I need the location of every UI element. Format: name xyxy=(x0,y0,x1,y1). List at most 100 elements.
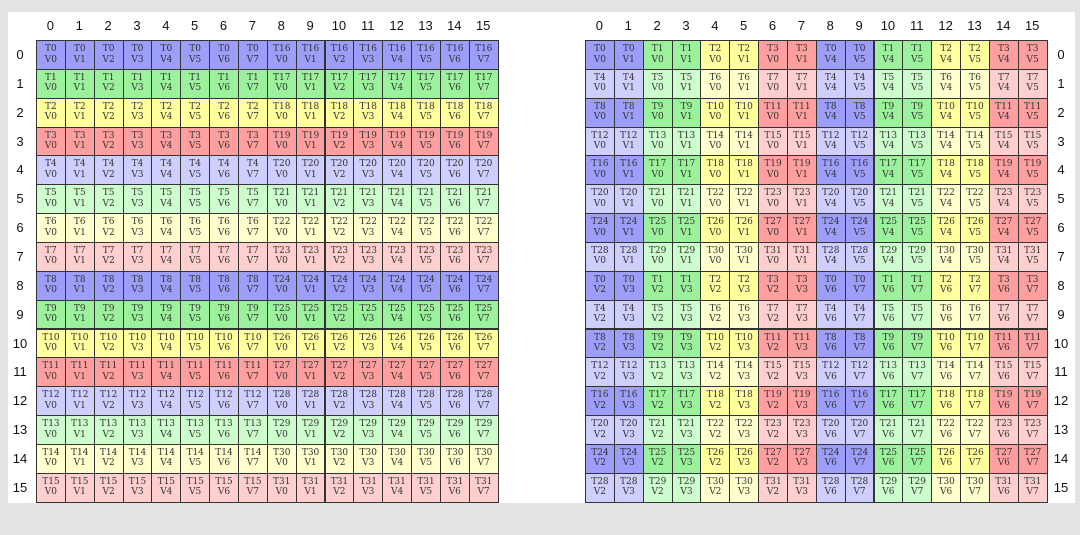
thread-id: T23 xyxy=(417,245,435,256)
grid-cell: T11 V1 xyxy=(64,357,95,388)
thread-id: T18 xyxy=(735,159,753,170)
grid-cell: T18 V5 xyxy=(960,155,990,186)
value-id: V5 xyxy=(1026,227,1039,238)
value-id: V1 xyxy=(795,227,808,238)
value-id: V0 xyxy=(766,83,780,94)
value-id: V1 xyxy=(304,400,317,411)
grid-cell: T6 V3 xyxy=(729,299,760,330)
value-id: V0 xyxy=(44,227,58,238)
value-id: V3 xyxy=(362,54,375,65)
thread-id: T7 xyxy=(795,72,808,83)
grid-cell: T14 V4 xyxy=(931,126,962,157)
value-id: V2 xyxy=(766,429,780,440)
row-label: 7 xyxy=(1057,248,1065,264)
grid-cell: T22 V6 xyxy=(931,415,962,445)
grid-cell: T7 V0 xyxy=(758,68,788,99)
grid-cell: T26 V5 xyxy=(411,328,441,359)
value-id: V0 xyxy=(275,429,288,440)
grid-cell: T7 V3 xyxy=(786,299,817,330)
value-id: V0 xyxy=(766,54,780,65)
grid-cell: T5 V2 xyxy=(642,299,673,330)
thread-id: T13 xyxy=(908,361,926,372)
value-id: V5 xyxy=(968,83,982,94)
value-id: V4 xyxy=(390,487,404,498)
grid-cell: T1 V7 xyxy=(237,68,268,99)
grid-cell: T4 V4 xyxy=(815,68,846,99)
thread-id: T31 xyxy=(301,476,320,487)
thread-id: T26 xyxy=(330,332,349,343)
column-label: 8 xyxy=(277,18,285,33)
thread-id: T23 xyxy=(995,188,1013,199)
grid-cell: T5 V4 xyxy=(151,184,182,215)
value-id: V4 xyxy=(390,429,404,440)
thread-id: T7 xyxy=(131,245,144,256)
thread-id: T1 xyxy=(218,72,230,83)
grid-cell: T9 V0 xyxy=(642,97,673,128)
thread-id: T10 xyxy=(42,332,60,343)
grid-cell: T17 V3 xyxy=(671,386,702,417)
value-id: V3 xyxy=(362,141,375,152)
thread-id: T29 xyxy=(417,419,435,430)
value-id: V3 xyxy=(622,343,635,353)
value-id: V0 xyxy=(709,198,722,209)
thread-id: T5 xyxy=(73,188,86,199)
value-id: V7 xyxy=(1026,487,1039,498)
value-id: V6 xyxy=(824,371,837,382)
value-id: V1 xyxy=(795,54,808,65)
value-id: V2 xyxy=(709,429,722,440)
thread-id: T27 xyxy=(764,447,782,458)
thread-id: T13 xyxy=(186,419,204,430)
thread-id: T9 xyxy=(911,332,924,343)
thread-id: T14 xyxy=(42,447,60,458)
value-id: V3 xyxy=(680,285,693,296)
value-id: V5 xyxy=(189,400,202,411)
grid-cell: T5 V5 xyxy=(180,184,211,215)
grid-cell: T8 V7 xyxy=(237,270,268,301)
thread-id: T11 xyxy=(71,361,89,372)
grid-cell: T19 V7 xyxy=(468,126,499,157)
grid-cell: T27 V5 xyxy=(1017,213,1048,243)
thread-id: T31 xyxy=(359,476,377,487)
thread-id: T28 xyxy=(821,476,840,487)
value-id: V0 xyxy=(275,141,288,152)
grid-cell: T18 V7 xyxy=(960,386,990,417)
thread-id: T31 xyxy=(1023,476,1042,487)
thread-id: T26 xyxy=(937,217,955,228)
value-id: V4 xyxy=(160,487,173,498)
value-id: V3 xyxy=(131,54,144,65)
row-label: 13 xyxy=(1053,422,1069,438)
value-id: V0 xyxy=(275,169,288,180)
grid-cell: T25 V5 xyxy=(902,213,933,243)
value-id: V5 xyxy=(911,256,924,267)
thread-id: T26 xyxy=(706,217,725,228)
value-id: V7 xyxy=(246,227,259,238)
grid-cell: T23 V2 xyxy=(758,415,788,445)
grid-cell: T9 V5 xyxy=(902,97,933,128)
value-id: V5 xyxy=(189,314,202,325)
grid-cell: T12 V2 xyxy=(585,357,615,388)
grid-cell: T24 V6 xyxy=(439,270,470,301)
value-id: V0 xyxy=(44,198,58,209)
thread-id: T3 xyxy=(218,130,230,141)
grid-cell: T10 V6 xyxy=(209,328,239,359)
value-id: V7 xyxy=(968,400,982,411)
value-id: V5 xyxy=(853,54,866,65)
column-label: 7 xyxy=(248,18,256,33)
grid-cell: T2 V6 xyxy=(209,97,239,128)
grid-cell: T4 V0 xyxy=(585,68,615,99)
value-id: V3 xyxy=(131,458,144,469)
row-label: 13 xyxy=(12,422,28,438)
thread-id: T3 xyxy=(795,44,808,54)
value-id: V4 xyxy=(824,112,837,123)
thread-id: T0 xyxy=(853,44,866,54)
grid-cell: T18 V3 xyxy=(353,97,384,128)
value-id: V5 xyxy=(1026,256,1039,267)
thread-id: T14 xyxy=(966,130,984,141)
value-id: V2 xyxy=(102,54,115,65)
thread-id: T3 xyxy=(795,274,808,285)
thread-id: T15 xyxy=(793,130,811,141)
value-id: V6 xyxy=(448,227,461,238)
thread-id: T5 xyxy=(189,188,202,199)
grid-cell: T18 V6 xyxy=(439,97,470,128)
thread-id: T31 xyxy=(995,476,1013,487)
